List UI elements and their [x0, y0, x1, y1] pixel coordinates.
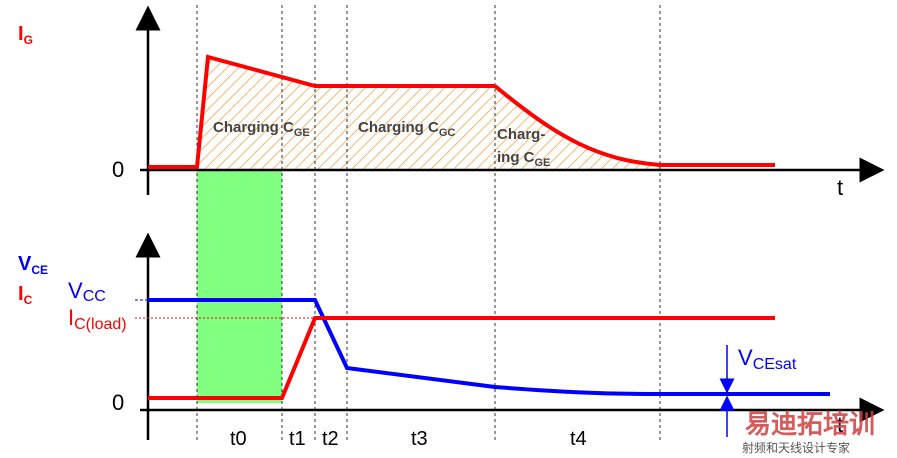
interval-label: t1 [289, 428, 306, 450]
t-label: t [837, 412, 843, 437]
watermark-brand: 易迪拓培训 [745, 409, 875, 439]
ig-label: IG [18, 23, 33, 47]
t-label: t [837, 175, 843, 200]
vce-curve [148, 298, 830, 396]
ig-curve [148, 54, 495, 169]
vce-label: VCE [18, 253, 48, 277]
interval-label: t3 [411, 428, 428, 450]
hatch-area [197, 57, 660, 170]
interval-label: t2 [322, 428, 339, 450]
region-label: Charging CGC [358, 119, 455, 139]
zero-label: 0 [112, 157, 124, 182]
green-region [197, 170, 282, 403]
region-label: Charging CGE [213, 119, 310, 139]
axes [135, 5, 885, 440]
ic-curve [148, 316, 775, 400]
ic-load-label: IC(load) [68, 305, 127, 333]
interval-label: t4 [570, 428, 587, 450]
watermark-tagline: 射频和天线设计专家 [742, 440, 850, 455]
vcesat-label: VCEsat [738, 345, 797, 373]
interval-label: t0 [230, 428, 247, 450]
ic-label: IC [18, 283, 33, 307]
ig-tail [493, 84, 775, 167]
zero-label: 0 [112, 390, 124, 415]
region-label: ing CGE [497, 149, 550, 169]
region-label: Charg- [497, 126, 545, 143]
vcc-label: VCC [68, 278, 106, 305]
